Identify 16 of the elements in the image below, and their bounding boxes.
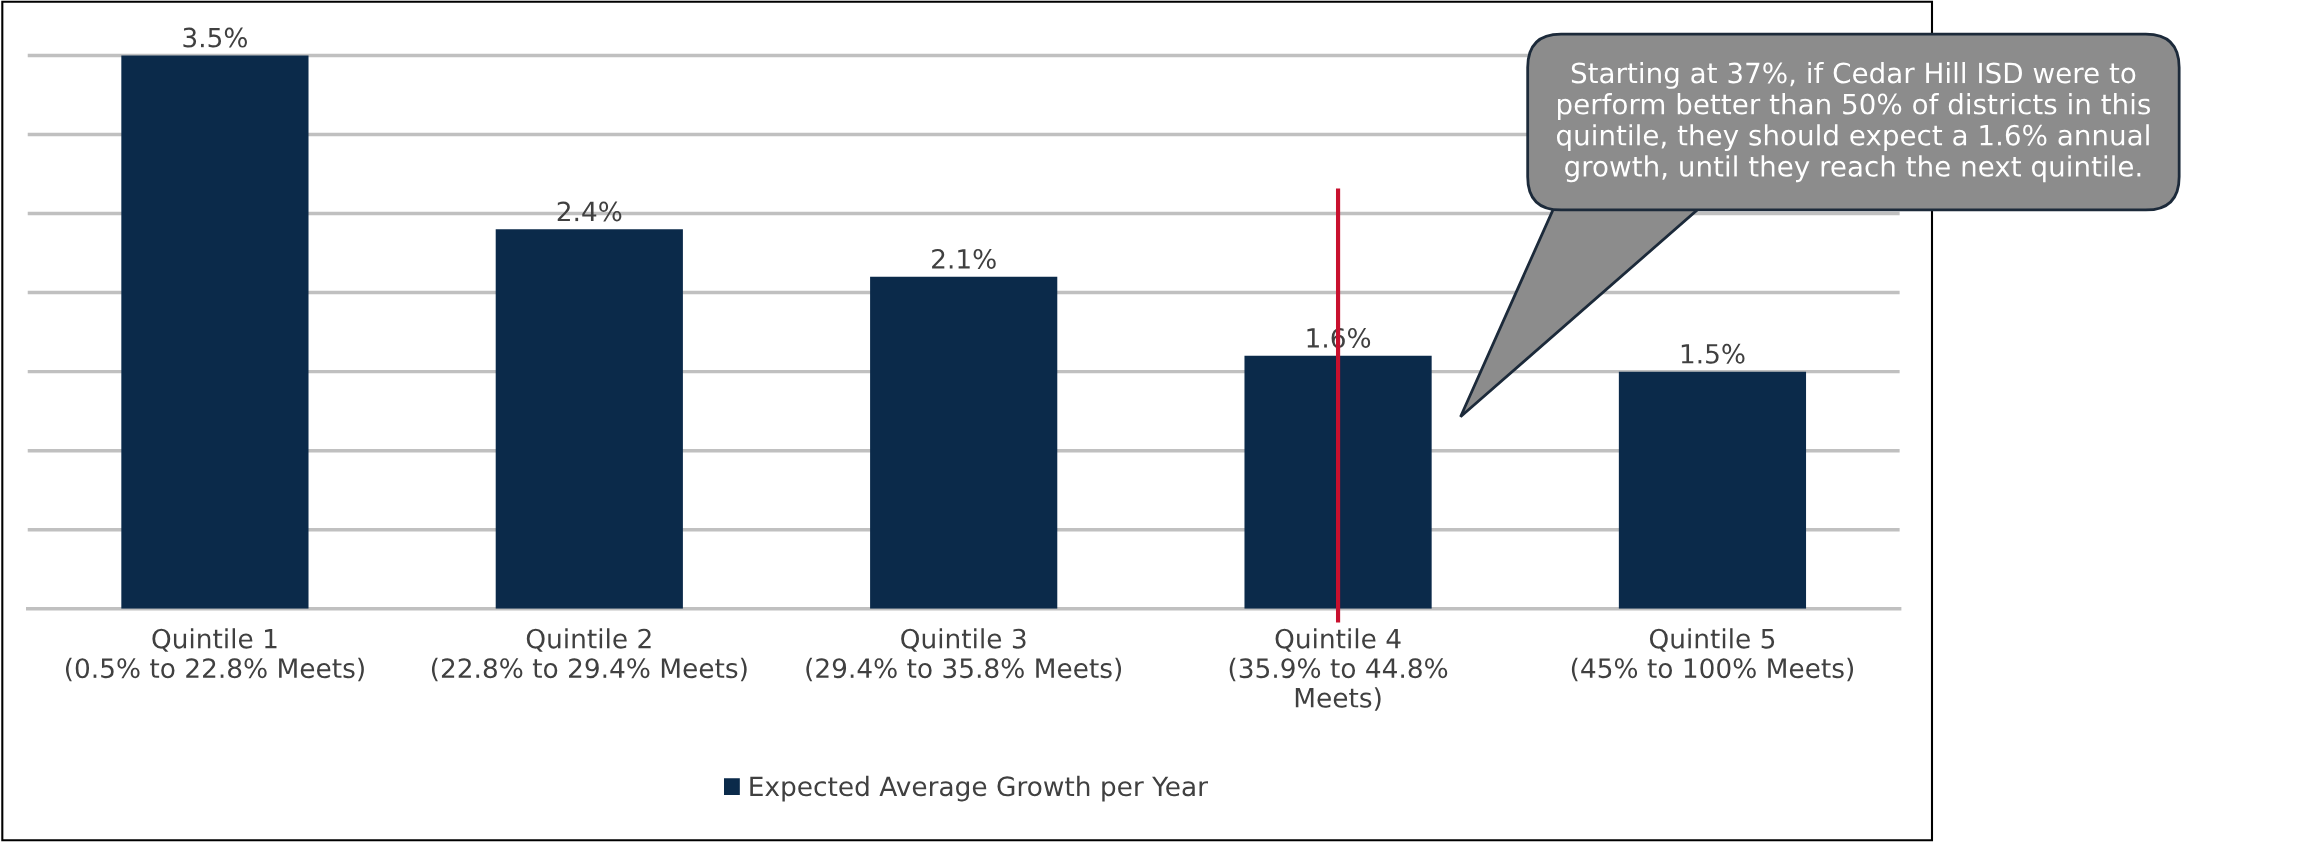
annotation: Starting at 37%, if Cedar Hill ISD were to perform better than 50% of districts in this quintile, they should expect a 1.6% annual growth, until they reach the next quintile. — [1556, 61, 2151, 183]
bar — [121, 55, 309, 609]
bar — [870, 276, 1058, 609]
x-tick-label: Quintile 2 (22.8% to 29.4% Meets) — [431, 628, 747, 682]
bar — [1244, 355, 1432, 609]
data-label: 1.5% — [1681, 343, 1745, 364]
bar — [495, 229, 683, 609]
x-tick-label: Quintile 5 (45% to 100% Meets) — [1571, 628, 1854, 682]
x-tick-label: Quintile 4 (35.9% to 44.8% Meets) — [1229, 628, 1448, 711]
legend-label: Expected Average Growth per Year — [750, 775, 1208, 802]
x-tick-label: Quintile 1 (0.5% to 22.8% Meets) — [65, 628, 364, 682]
data-label: 2.4% — [557, 201, 622, 222]
bar — [1618, 371, 1807, 609]
data-label: 2.1% — [932, 248, 996, 269]
data-label: 3.5% — [183, 27, 247, 48]
x-tick-label: Quintile 3 (29.4% to 35.8% Meets) — [806, 628, 1122, 682]
